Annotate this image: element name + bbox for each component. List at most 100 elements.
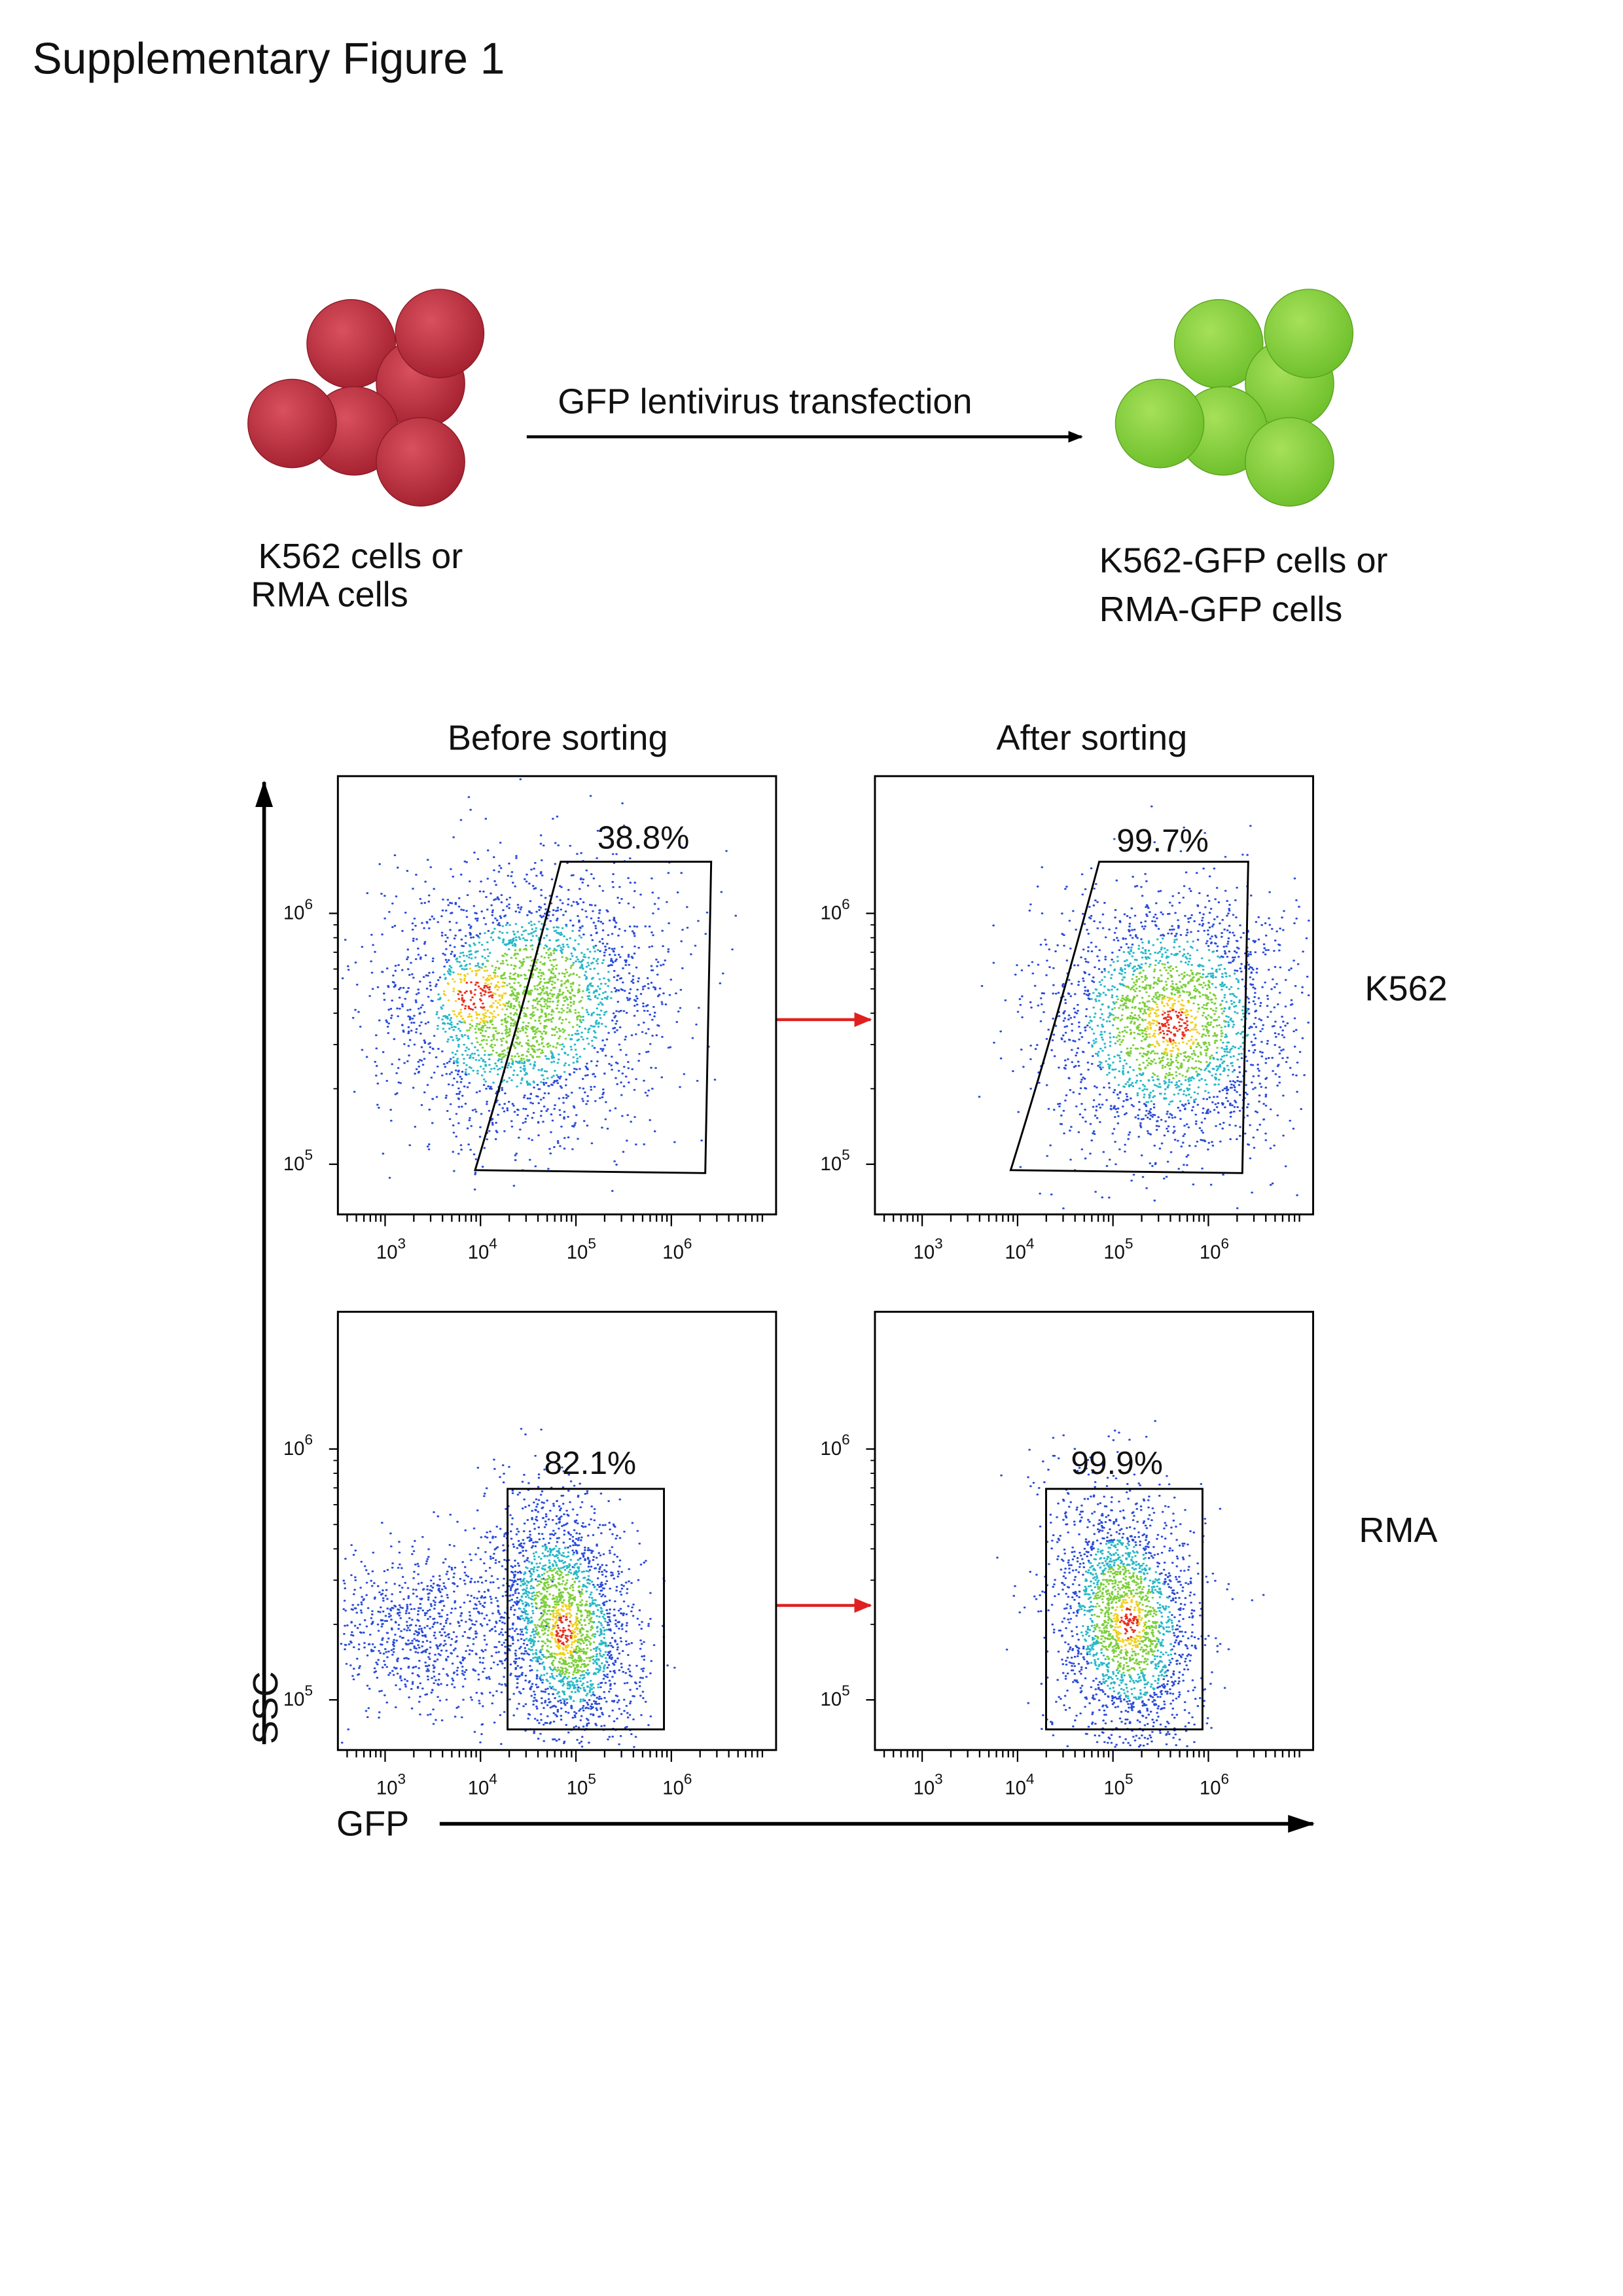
tick-exponent: 6 — [684, 1235, 692, 1251]
x-tick-label: 106 — [1200, 1235, 1229, 1263]
tick-base: 10 — [914, 1242, 935, 1263]
cell — [247, 378, 337, 469]
tick-base: 10 — [662, 1777, 684, 1799]
event-dots — [1088, 937, 1249, 1105]
tick-exponent: 5 — [842, 1147, 850, 1163]
cell — [1264, 289, 1354, 378]
event-dots — [996, 1420, 1265, 1748]
tick-exponent: 5 — [1125, 1235, 1133, 1251]
tick-base: 10 — [468, 1242, 490, 1263]
y-tick-label: 105 — [283, 1682, 313, 1710]
x-tick-label: 104 — [468, 1235, 497, 1263]
tick-exponent: 4 — [489, 1771, 497, 1787]
event-dots — [555, 1615, 573, 1646]
event-dots — [533, 1568, 596, 1678]
cell — [1115, 378, 1205, 469]
tick-base: 10 — [283, 1153, 305, 1175]
tick-exponent: 6 — [684, 1771, 692, 1787]
tick-exponent: 6 — [304, 1431, 313, 1448]
x-tick-label: 106 — [662, 1235, 692, 1263]
cell — [1245, 417, 1334, 507]
tick-base: 10 — [376, 1777, 398, 1799]
red-cells — [247, 289, 485, 507]
x-tick-label: 106 — [662, 1771, 692, 1799]
event-dots — [457, 981, 494, 1011]
tick-base: 10 — [821, 1438, 842, 1460]
y-tick-label: 105 — [821, 1147, 850, 1175]
figure-title: Supplementary Figure 1 — [33, 35, 505, 84]
x-tick-label: 103 — [914, 1771, 943, 1799]
tick-exponent: 4 — [1026, 1235, 1035, 1251]
event-dots — [1093, 1564, 1160, 1676]
event-dots — [1118, 1607, 1139, 1640]
x-tick-label: 103 — [376, 1235, 406, 1263]
event-dots — [550, 1602, 579, 1659]
tick-base: 10 — [1005, 1242, 1026, 1263]
event-dots — [435, 920, 613, 1088]
y-axis-label: SSC — [246, 1672, 285, 1744]
x-tick-label: 104 — [1005, 1235, 1034, 1263]
tick-base: 10 — [283, 1689, 305, 1710]
row-label: K562 — [1364, 969, 1447, 1009]
tick-exponent: 6 — [304, 896, 313, 912]
y-tick-label: 106 — [821, 1431, 850, 1460]
gate — [474, 861, 713, 1174]
tick-base: 10 — [376, 1242, 398, 1263]
event-dots — [1158, 1009, 1190, 1043]
tick-base: 10 — [821, 1689, 842, 1710]
tick-exponent: 4 — [489, 1235, 497, 1251]
event-dots — [341, 778, 738, 1193]
tick-base: 10 — [914, 1777, 935, 1799]
y-tick-label: 105 — [283, 1147, 313, 1175]
tick-exponent: 3 — [935, 1771, 943, 1787]
row-label: RMA — [1359, 1511, 1437, 1550]
event-dots — [978, 805, 1310, 1210]
event-dots — [1078, 1539, 1174, 1700]
tick-base: 10 — [821, 903, 842, 924]
tick-exponent: 5 — [304, 1147, 313, 1163]
cell-label: RMA cells — [251, 575, 408, 615]
cell — [395, 289, 485, 378]
event-dots — [463, 944, 584, 1062]
y-tick-label: 106 — [283, 896, 313, 924]
cell — [376, 417, 465, 507]
plot-frame — [336, 1310, 777, 1751]
tick-base: 10 — [1200, 1242, 1221, 1263]
gate-percentage: 99.9% — [1071, 1444, 1163, 1481]
gate — [1044, 1488, 1204, 1731]
event-dots — [1112, 1594, 1146, 1651]
tick-exponent: 4 — [1026, 1771, 1035, 1787]
tick-base: 10 — [567, 1242, 588, 1263]
plot-frame — [874, 1310, 1314, 1751]
x-tick-label: 103 — [914, 1235, 943, 1263]
arrow-label: GFP lentivirus transfection — [558, 382, 972, 421]
tick-exponent: 3 — [935, 1235, 943, 1251]
gate-percentage: 82.1% — [544, 1444, 637, 1481]
x-tick-label: 105 — [567, 1235, 596, 1263]
x-tick-label: 104 — [1005, 1771, 1034, 1799]
tick-exponent: 3 — [398, 1771, 406, 1787]
tick-base: 10 — [1103, 1777, 1125, 1799]
cell-label: K562 cells or — [259, 537, 463, 576]
y-tick-label: 106 — [283, 1431, 313, 1460]
event-dots — [1145, 996, 1201, 1056]
x-tick-label: 105 — [1103, 1771, 1133, 1799]
cell-label: RMA-GFP cells — [1099, 590, 1343, 629]
column-label: After sorting — [997, 718, 1188, 757]
tick-exponent: 6 — [1221, 1771, 1230, 1787]
tick-base: 10 — [1005, 1777, 1026, 1799]
tick-base: 10 — [567, 1777, 588, 1799]
event-dots — [340, 1427, 676, 1748]
cell-label: K562-GFP cells or — [1099, 541, 1388, 581]
event-dots — [1112, 963, 1226, 1079]
tick-exponent: 6 — [842, 1431, 850, 1448]
tick-base: 10 — [1103, 1242, 1125, 1263]
tick-base: 10 — [821, 1153, 842, 1175]
tick-base: 10 — [662, 1242, 684, 1263]
y-tick-label: 106 — [821, 896, 850, 924]
gate — [507, 1488, 666, 1731]
